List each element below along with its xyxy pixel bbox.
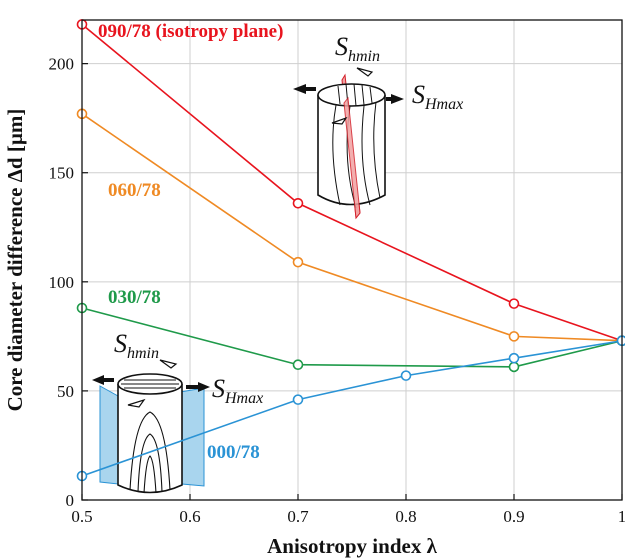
shmin-arrow-icon xyxy=(356,67,374,77)
series-label-090-78: 090/78 (isotropy plane) xyxy=(98,21,283,42)
series-label-030-78: 030/78 xyxy=(108,287,161,308)
isotropy-plane-front xyxy=(343,96,361,220)
core-texture xyxy=(332,101,381,209)
x-tick-label: 0.8 xyxy=(395,507,416,526)
data-point xyxy=(508,352,520,364)
y-tick-label: 50 xyxy=(57,382,74,401)
y-tick-label: 0 xyxy=(66,491,75,510)
data-point xyxy=(508,361,520,373)
shmax-arrow-left-lower-shaft xyxy=(104,378,114,382)
series-line xyxy=(81,307,623,368)
shmin-label-upper: Shmin xyxy=(335,32,380,65)
shmax-arrow-right-lower-icon xyxy=(198,382,210,392)
x-tick-label: 0.7 xyxy=(287,507,309,526)
core-texture-lower xyxy=(129,411,171,494)
core-diagram-upper: Shmin SHmax xyxy=(293,32,463,220)
data-point xyxy=(400,370,412,381)
y-tick-label: 150 xyxy=(49,164,75,183)
series-label-000-78: 000/78 xyxy=(207,442,260,463)
shmin-arrow-back-icon xyxy=(331,116,348,125)
shmax-arrow-left-icon xyxy=(293,84,306,94)
shmin-arrow-back-lower-icon xyxy=(127,398,146,408)
shmax-label-lower: SHmax xyxy=(212,374,263,407)
data-point xyxy=(292,359,304,371)
core-top-lines-lower xyxy=(121,379,179,389)
shmax-arrow-right-lower-shaft xyxy=(186,385,198,389)
core-top xyxy=(317,83,386,107)
shmax-arrow-right-icon xyxy=(391,94,404,104)
shmax-label-upper: SHmax xyxy=(412,80,463,113)
data-point xyxy=(508,331,520,342)
x-tick-label: 0.6 xyxy=(179,507,200,526)
shmax-arrow-left-lower-icon xyxy=(92,375,104,385)
tick-labels: 0.5 0.6 0.7 0.8 0.9 1 0 50 100 150 200 xyxy=(49,55,625,526)
shmin-label-lower: Shmin xyxy=(114,329,159,362)
shmax-arrow-right-shaft xyxy=(386,97,393,101)
series-label-060-78: 060/78 xyxy=(108,180,161,201)
data-point xyxy=(508,298,520,309)
series-line xyxy=(81,113,623,342)
core-diagram-lower: Shmin SHmax xyxy=(92,329,263,494)
data-point xyxy=(292,197,304,209)
shmax-arrow-left-shaft xyxy=(306,87,316,91)
y-axis-title: Core diameter difference Δd [µm] xyxy=(3,109,27,412)
core-top-lines xyxy=(337,83,373,107)
y-tick-label: 100 xyxy=(49,273,75,292)
core-body-lower xyxy=(117,384,183,494)
data-point xyxy=(616,335,625,347)
x-tick-label: 1 xyxy=(618,507,625,526)
data-point xyxy=(292,394,304,405)
series-line xyxy=(81,23,623,342)
data-point xyxy=(292,256,304,268)
shmin-arrow-lower-icon xyxy=(159,359,178,369)
x-axis-title: Anisotropy index λ xyxy=(267,534,437,558)
y-tick-label: 200 xyxy=(49,55,75,74)
x-tick-label: 0.5 xyxy=(71,507,92,526)
plot-frame xyxy=(81,19,623,501)
x-tick-label: 0.9 xyxy=(503,507,524,526)
